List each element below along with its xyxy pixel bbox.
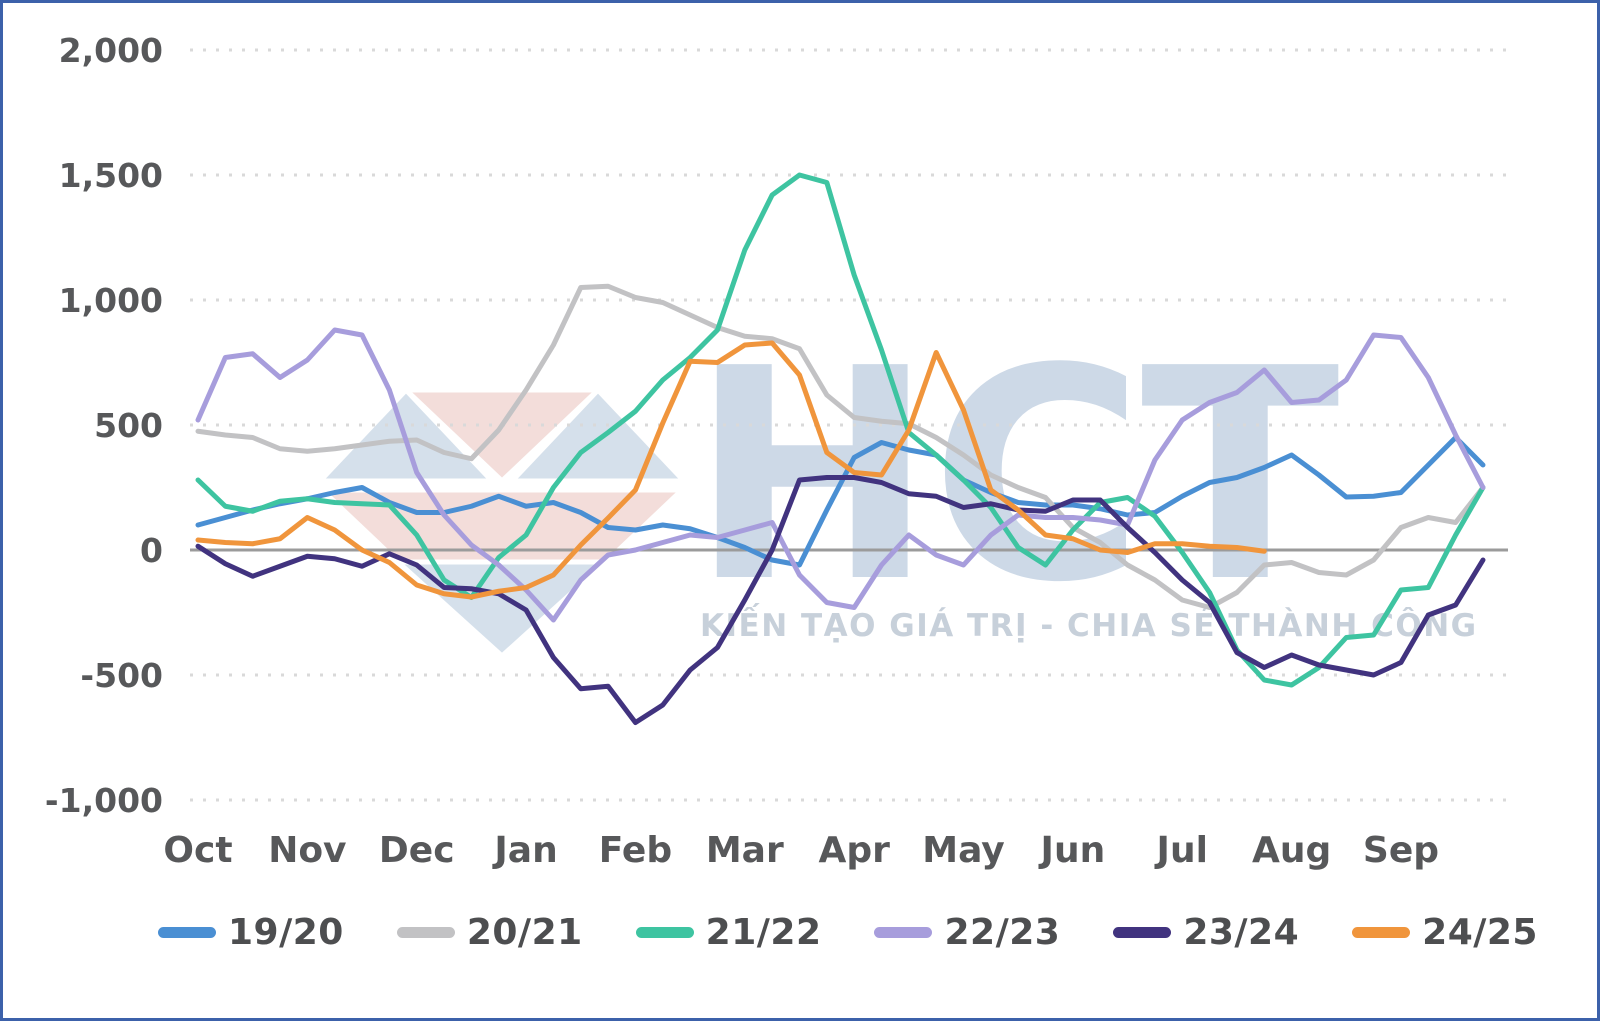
y-tick-label-2000: 2,000 [59, 31, 163, 70]
legend-item-21/22: 21/22 [635, 912, 822, 953]
series-line-24/25 [195, 340, 1267, 600]
y-tick-label-500: 500 [94, 406, 163, 445]
y-tick-label-0: 0 [140, 531, 163, 570]
x-tick-label-nov: Nov [268, 830, 346, 871]
x-tick-label-dec: Dec [379, 830, 455, 871]
gem-facet-top-center [403, 387, 601, 484]
legend-item-19/20: 19/20 [158, 912, 344, 953]
legend-swatch-24/25 [1352, 927, 1411, 938]
series-line-20/21 [195, 283, 1486, 610]
series-lines [195, 172, 1486, 725]
diamond-logo-watermark [318, 387, 687, 659]
legend-swatch-20/21 [396, 927, 455, 938]
x-tick-label-apr: Apr [818, 830, 890, 871]
legend-label-22/23: 22/23 [944, 912, 1061, 953]
legend-item-22/23: 22/23 [874, 912, 1060, 953]
gem-facet-top-right [509, 387, 687, 484]
x-tick-label-aug: Aug [1252, 830, 1331, 871]
legend-item-20/21: 20/21 [396, 912, 583, 953]
gridlines [190, 48, 1508, 802]
x-tick-label-jul: Jul [1154, 830, 1208, 871]
series-line-22/23 [195, 327, 1486, 623]
x-tick-label-oct: Oct [163, 830, 232, 871]
x-tick-label-jun: Jun [1038, 830, 1106, 871]
legend-swatch-19/20 [158, 927, 216, 938]
y-tick-label--500: -500 [80, 656, 163, 695]
legend-label-23/24: 23/24 [1183, 912, 1300, 953]
x-axis-labels: Oct Nov Dec Jan Feb Mar Apr May Jun Jul Aug Sep [163, 830, 1439, 871]
x-tick-label-mar: Mar [706, 830, 784, 871]
y-tick-label-1000: 1,000 [59, 281, 163, 320]
series-line-23/24 [195, 475, 1486, 725]
chart-legend: 19/20 20/21 21/22 22/23 23/24 24/25 [158, 912, 1538, 953]
series-line-19/20 [195, 435, 1486, 568]
x-tick-label-feb: Feb [599, 830, 672, 871]
x-tick-label-may: May [922, 830, 1004, 871]
legend-item-24/25: 24/25 [1352, 912, 1538, 953]
legend-label-24/25: 24/25 [1422, 912, 1538, 953]
legend-label-20/21: 20/21 [466, 912, 583, 953]
legend-label-19/20: 19/20 [228, 912, 344, 953]
legend-label-21/22: 21/22 [705, 912, 822, 953]
legend-swatch-22/23 [874, 927, 933, 938]
y-tick-label--1000: -1,000 [45, 781, 163, 820]
legend-swatch-21/22 [635, 927, 694, 938]
x-tick-label-sep: Sep [1363, 830, 1439, 871]
series-line-21/22 [195, 172, 1486, 688]
legend-item-23/24: 23/24 [1113, 912, 1299, 953]
y-axis-labels: 2,000 1,500 1,000 500 0 -500 -1,000 [45, 31, 163, 820]
x-tick-label-jan: Jan [491, 830, 557, 871]
legend-swatch-23/24 [1113, 927, 1172, 938]
y-tick-label-1500: 1,500 [59, 156, 163, 195]
